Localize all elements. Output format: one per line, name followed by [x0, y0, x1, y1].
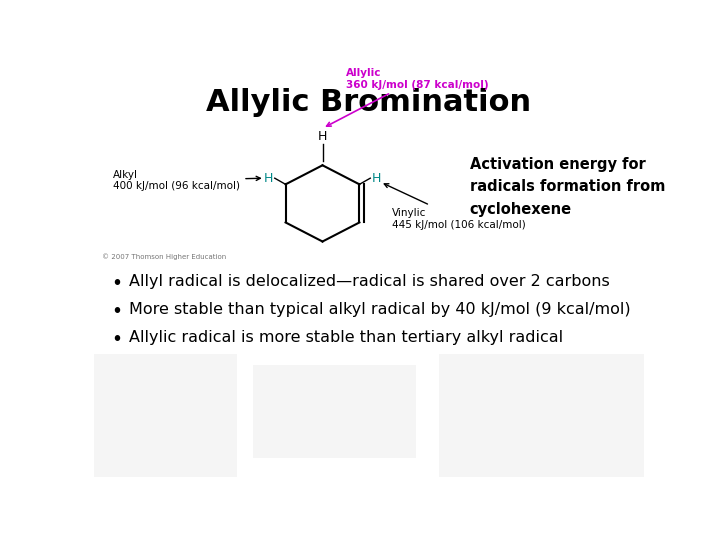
Text: •: •: [112, 274, 123, 293]
Text: More stable than typical alkyl radical by 40 kJ/mol (9 kcal/mol): More stable than typical alkyl radical b…: [129, 302, 631, 317]
Text: Vinylic
445 kJ/mol (106 kcal/mol): Vinylic 445 kJ/mol (106 kcal/mol): [384, 184, 526, 230]
Text: H: H: [264, 172, 273, 185]
Text: H: H: [318, 130, 327, 143]
Text: •: •: [112, 302, 123, 321]
Text: Alkyl
400 kJ/mol (96 kcal/mol): Alkyl 400 kJ/mol (96 kcal/mol): [113, 170, 261, 191]
Text: •: •: [112, 330, 123, 349]
Text: Allylic Bromination: Allylic Bromination: [207, 88, 531, 117]
Bar: [253, 365, 415, 457]
Text: Allylic
360 kJ/mol (87 kcal/mol): Allylic 360 kJ/mol (87 kcal/mol): [327, 68, 488, 126]
Bar: [438, 354, 644, 477]
Text: Allylic radical is more stable than tertiary alkyl radical: Allylic radical is more stable than tert…: [129, 330, 563, 345]
Text: © 2007 Thomson Higher Education: © 2007 Thomson Higher Education: [102, 253, 226, 260]
Bar: [94, 354, 238, 477]
Text: Allyl radical is delocalized—radical is shared over 2 carbons: Allyl radical is delocalized—radical is …: [129, 274, 610, 289]
Text: Activation energy for
radicals formation from
cyclohexene: Activation energy for radicals formation…: [469, 157, 665, 217]
Text: H: H: [372, 172, 381, 185]
